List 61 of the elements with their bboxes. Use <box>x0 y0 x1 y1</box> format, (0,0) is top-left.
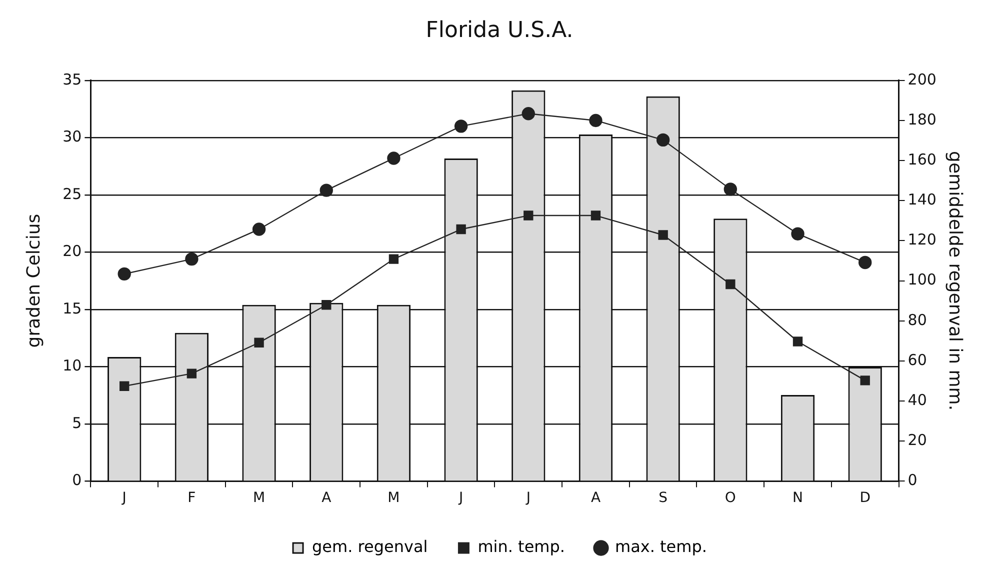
point <box>860 376 870 386</box>
point <box>254 338 264 348</box>
x-tick-label: J <box>121 490 126 506</box>
x-tick-label: M <box>252 490 266 506</box>
point <box>186 368 197 378</box>
y2-tick-label: 0 <box>908 471 918 490</box>
point <box>522 107 535 120</box>
x-tick-label: J <box>458 490 464 506</box>
x-tick-label: N <box>792 490 803 506</box>
y2-tick-label: 120 <box>908 230 936 249</box>
x-tick-label: O <box>724 490 736 506</box>
y2-tick-label: 180 <box>908 110 936 128</box>
x-tick-label: A <box>322 490 332 506</box>
y-tick-label: 0 <box>72 471 82 490</box>
legend-label: gem. regenval <box>312 537 428 556</box>
y2-axis-title: gemiddelde regenval in mm. <box>944 151 966 411</box>
x-tick-label: M <box>388 490 400 506</box>
y2-tick-label: 20 <box>908 431 927 450</box>
y2-tick-label: 100 <box>908 270 936 289</box>
point <box>322 300 332 310</box>
point <box>387 152 400 165</box>
x-tick-label: S <box>658 490 668 506</box>
y-tick-label: 25 <box>62 184 82 203</box>
y2-tick-label: 140 <box>908 190 936 209</box>
point <box>456 224 466 234</box>
y2-tick-label: 200 <box>908 70 936 88</box>
y-axis-title: graden Celcius <box>23 214 44 348</box>
point <box>454 120 468 133</box>
x-tick-label: F <box>188 490 196 506</box>
y-tick-label: 10 <box>62 356 82 375</box>
legend-label: max. temp. <box>615 537 707 556</box>
y2-tick-label: 60 <box>908 350 927 369</box>
y2-tick-label: 40 <box>908 390 927 409</box>
point <box>589 114 602 128</box>
x-tick-label: J <box>525 490 530 506</box>
x-tick-label: D <box>860 490 870 506</box>
chart-title: Florida U.S.A. <box>426 18 574 43</box>
point <box>185 252 198 266</box>
point <box>724 182 738 196</box>
point <box>791 227 804 240</box>
y2-tick-label: 160 <box>908 150 936 168</box>
legend-label: min. temp. <box>478 537 566 556</box>
point <box>320 184 333 197</box>
point <box>524 210 534 220</box>
y-tick-label: 5 <box>72 414 82 432</box>
y2-tick-label: 80 <box>908 310 927 329</box>
point <box>792 336 803 346</box>
point <box>656 133 670 147</box>
point <box>120 381 130 391</box>
point <box>118 267 131 281</box>
point <box>858 256 872 270</box>
y-tick-label: 20 <box>62 242 82 260</box>
point <box>726 279 736 290</box>
point <box>388 254 399 264</box>
point <box>590 210 601 220</box>
y-tick-label: 15 <box>62 299 82 318</box>
y-tick-label: 35 <box>62 70 82 88</box>
point <box>658 230 668 240</box>
y-tick-label: 30 <box>62 128 82 146</box>
x-tick-label: A <box>590 490 601 506</box>
point <box>252 222 266 236</box>
